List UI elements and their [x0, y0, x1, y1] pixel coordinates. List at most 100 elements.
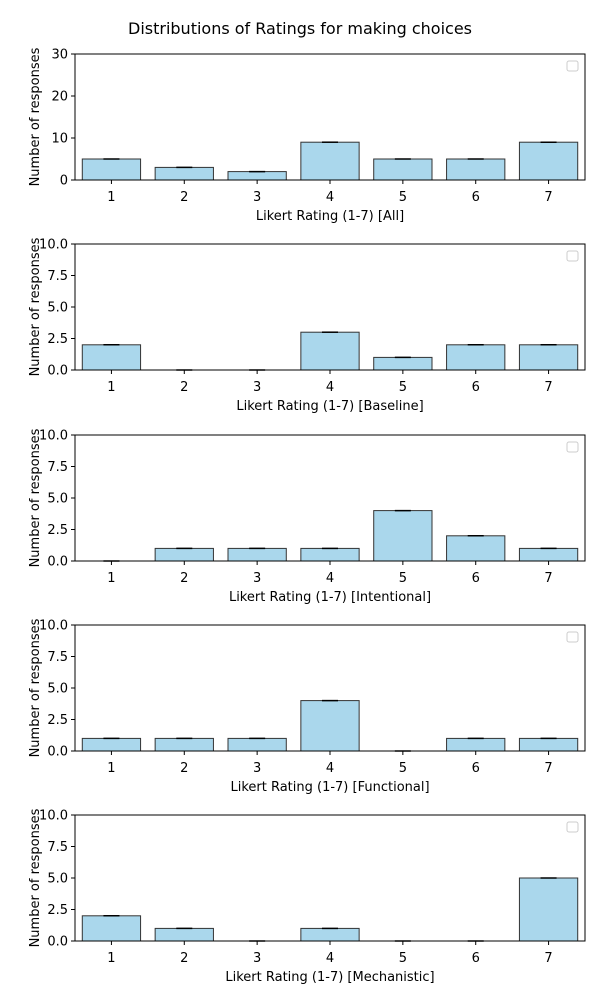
y-tick-label: 10.0: [39, 429, 68, 444]
x-tick-label: 6: [472, 761, 480, 776]
y-tick-label: 2.5: [47, 713, 68, 728]
y-tick-label: 0.0: [47, 745, 68, 760]
bar: [155, 167, 213, 180]
bar: [447, 738, 505, 751]
x-tick-label: 7: [544, 571, 552, 586]
y-tick-label: 2.5: [47, 332, 68, 347]
x-tick-label: 7: [544, 761, 552, 776]
y-tick-label: 2.5: [47, 903, 68, 918]
bar: [374, 357, 432, 370]
y-tick-label: 0.0: [47, 364, 68, 379]
chart-panel-2: 0.0 2.5 5.0 7.5 10.0 1 2 3 4 5 6 7 Likert Rating (1-…: [28, 237, 585, 414]
bar: [301, 701, 359, 751]
chart-figure: Distributions of Ratings for making choi…: [0, 0, 600, 1000]
y-tick-label: 7.5: [47, 650, 68, 665]
x-tick-label: 5: [399, 761, 407, 776]
x-tick-label: 4: [326, 571, 334, 586]
x-tick-label: 4: [326, 380, 334, 395]
bar: [519, 345, 577, 370]
x-axis-label: Likert Rating (1-7) [All]: [256, 209, 404, 224]
bar: [155, 548, 213, 561]
x-tick-label: 5: [399, 190, 407, 205]
x-tick-label: 5: [399, 951, 407, 966]
x-tick-label: 6: [472, 380, 480, 395]
bar: [374, 511, 432, 561]
legend: [567, 61, 578, 71]
y-tick-label: 7.5: [47, 460, 68, 475]
legend: [567, 442, 578, 452]
y-axis-label: Number of responses: [28, 428, 43, 567]
chart-panels: 0 10 20 30 1 2 3 4 5 6 7 Likert Rating (1-7) [All] N…: [28, 47, 585, 985]
x-tick-label: 6: [472, 571, 480, 586]
x-tick-label: 3: [253, 571, 261, 586]
y-tick-label: 20: [51, 90, 68, 105]
x-tick-label: 2: [180, 761, 188, 776]
x-tick-label: 2: [180, 190, 188, 205]
y-tick-label: 5.0: [47, 492, 68, 507]
x-tick-label: 5: [399, 380, 407, 395]
bar: [447, 159, 505, 180]
x-tick-label: 7: [544, 951, 552, 966]
x-tick-label: 2: [180, 380, 188, 395]
x-tick-label: 1: [107, 951, 115, 966]
y-tick-label: 10.0: [39, 238, 68, 253]
chart-panel-3: 0.0 2.5 5.0 7.5 10.0 1 2 3 4 5 6 7 Likert Rating (1-…: [28, 428, 585, 605]
legend: [567, 822, 578, 832]
axes-frame: [75, 815, 585, 941]
legend: [567, 632, 578, 642]
bar: [519, 548, 577, 561]
x-axis-label: Likert Rating (1-7) [Mechanistic]: [225, 970, 434, 985]
y-tick-label: 5.0: [47, 301, 68, 316]
bar: [301, 548, 359, 561]
chart-panel-5: 0.0 2.5 5.0 7.5 10.0 1 2 3 4 5 6 7 Likert Rating (1-…: [28, 808, 585, 985]
bar: [228, 548, 286, 561]
y-tick-label: 30: [51, 48, 68, 63]
x-axis-label: Likert Rating (1-7) [Functional]: [230, 780, 429, 795]
x-tick-label: 3: [253, 190, 261, 205]
x-tick-label: 4: [326, 761, 334, 776]
chart-panel-4: 0.0 2.5 5.0 7.5 10.0 1 2 3 4 5 6 7 Likert Rating (1-…: [28, 618, 585, 795]
x-tick-label: 2: [180, 571, 188, 586]
x-tick-label: 4: [326, 951, 334, 966]
bar: [301, 928, 359, 941]
figure-title: Distributions of Ratings for making choi…: [128, 19, 472, 38]
bar: [82, 345, 140, 370]
x-tick-label: 6: [472, 190, 480, 205]
y-axis-label: Number of responses: [28, 618, 43, 757]
bar: [447, 536, 505, 561]
bar: [374, 159, 432, 180]
chart-panel-1: 0 10 20 30 1 2 3 4 5 6 7 Likert Rating (1-7) [All] N…: [28, 47, 585, 224]
y-axis-label: Number of responses: [28, 47, 43, 186]
y-tick-label: 0: [60, 174, 68, 189]
y-tick-label: 0.0: [47, 555, 68, 570]
x-tick-label: 6: [472, 951, 480, 966]
bar: [155, 928, 213, 941]
y-tick-label: 10.0: [39, 809, 68, 824]
y-axis-label: Number of responses: [28, 237, 43, 376]
x-tick-label: 5: [399, 571, 407, 586]
x-tick-label: 1: [107, 571, 115, 586]
y-tick-label: 7.5: [47, 840, 68, 855]
x-tick-label: 1: [107, 190, 115, 205]
bar: [82, 159, 140, 180]
y-tick-label: 5.0: [47, 682, 68, 697]
y-tick-label: 2.5: [47, 523, 68, 538]
x-axis-label: Likert Rating (1-7) [Intentional]: [229, 590, 431, 605]
bar: [301, 332, 359, 370]
bar: [82, 738, 140, 751]
bar: [301, 142, 359, 180]
bar: [519, 878, 577, 941]
x-tick-label: 7: [544, 190, 552, 205]
x-tick-label: 3: [253, 380, 261, 395]
y-tick-label: 5.0: [47, 872, 68, 887]
axes-frame: [75, 435, 585, 561]
y-axis-label: Number of responses: [28, 808, 43, 947]
bar: [82, 916, 140, 941]
legend: [567, 251, 578, 261]
bar: [155, 738, 213, 751]
bar: [447, 345, 505, 370]
x-tick-label: 2: [180, 951, 188, 966]
x-tick-label: 4: [326, 190, 334, 205]
bar: [519, 738, 577, 751]
bar: [228, 738, 286, 751]
